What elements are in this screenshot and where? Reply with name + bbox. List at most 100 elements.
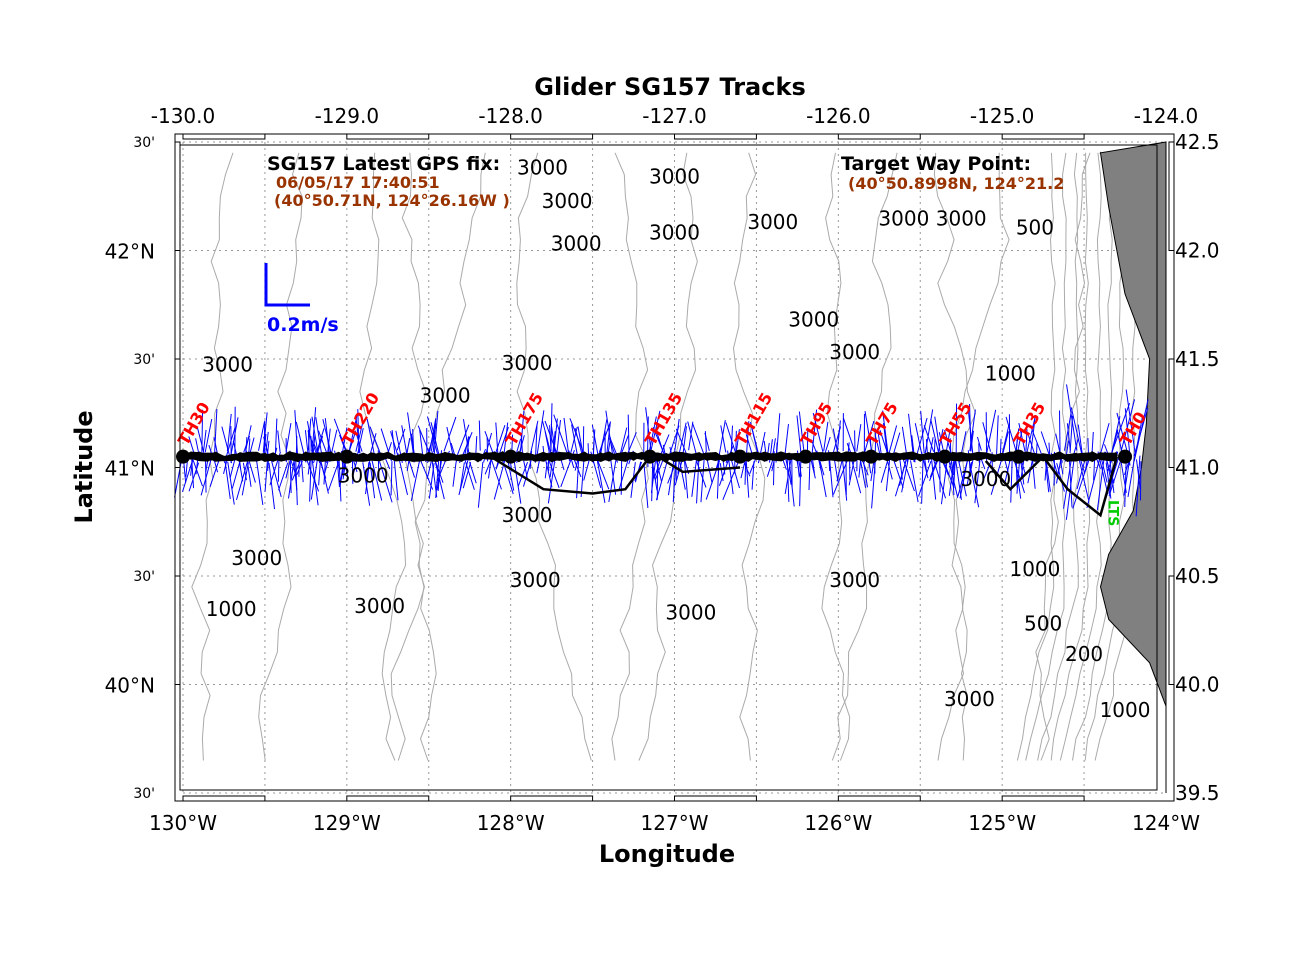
target-waypoint-title: Target Way Point:	[841, 153, 1031, 175]
current-arrow	[889, 425, 897, 454]
frame-segment	[511, 796, 593, 801]
left-tick-label: 40°N	[105, 674, 155, 698]
bottom-tick-label: 129°W	[313, 811, 381, 835]
contour-label: 3000	[649, 165, 700, 189]
current-arrow	[391, 461, 392, 495]
bottom-tick-label: 130°W	[149, 811, 217, 835]
right-tick-label: 41.5	[1175, 347, 1220, 371]
left-tick-label: 41°N	[105, 457, 155, 481]
frame-segment	[175, 142, 180, 251]
frame-segment	[175, 576, 180, 685]
station-label: LTS	[1105, 500, 1121, 526]
frame-segment	[1169, 576, 1174, 685]
top-tick-label: -126.0	[806, 104, 870, 128]
left-tick-label: 42°N	[105, 240, 155, 264]
contour-label: 3000	[960, 467, 1011, 491]
current-arrow	[310, 459, 311, 501]
current-arrow	[228, 462, 235, 505]
current-arrow	[1092, 432, 1093, 452]
contour-label: 3000	[551, 232, 602, 256]
current-arrow	[205, 458, 206, 493]
current-arrow	[692, 423, 704, 457]
frame-segment	[675, 796, 757, 801]
current-arrow	[697, 460, 699, 504]
right-tick-label: 40.0	[1175, 673, 1220, 697]
latest-fix-time: 06/05/17 17:40:51	[276, 173, 440, 192]
contour-label: 1000	[985, 362, 1036, 386]
current-arrow	[286, 423, 291, 452]
current-arrow	[656, 457, 668, 500]
contour-label: 3000	[649, 221, 700, 245]
right-tick-label: 39.5	[1175, 781, 1220, 805]
contour-label: 3000	[338, 464, 389, 488]
contour-label: 3000	[936, 206, 987, 230]
left-tick-label: 30'	[133, 786, 155, 802]
top-tick-label: -128.0	[478, 104, 542, 128]
latest-fix-title: SG157 Latest GPS fix:	[267, 153, 500, 175]
current-arrow	[597, 459, 605, 502]
current-arrow	[397, 429, 405, 450]
current-arrow	[609, 459, 616, 502]
top-tick-label: -127.0	[642, 104, 706, 128]
contour-label: 3000	[665, 600, 716, 624]
frame-segment	[347, 796, 429, 801]
waypoint-label: TH35	[1010, 399, 1050, 449]
current-arrow	[785, 424, 788, 453]
current-arrow	[513, 456, 520, 503]
waypoint-marker	[938, 450, 952, 464]
latest-fix-position: (40°50.71N, 124°26.16W )	[274, 191, 510, 210]
contour-label: 3000	[747, 210, 798, 234]
current-arrow	[444, 417, 456, 451]
current-arrow	[256, 458, 263, 505]
contour-label: 3000	[420, 383, 471, 407]
current-arrow	[319, 463, 321, 485]
waypoint-marker	[643, 450, 657, 464]
waypoint-marker	[176, 450, 190, 464]
contour-label: 3000	[354, 594, 405, 618]
contour-label: 3000	[788, 307, 839, 331]
current-arrow	[745, 458, 746, 485]
current-arrow	[986, 410, 995, 455]
current-arrow	[705, 431, 706, 452]
contour-label: 3000	[231, 546, 282, 570]
contour-label: 1000	[1100, 698, 1151, 722]
current-arrow	[1003, 431, 1009, 454]
current-arrow	[1100, 423, 1109, 455]
current-arrow	[1003, 426, 1009, 451]
contour-label: 3000	[944, 687, 995, 711]
current-arrow	[470, 462, 477, 483]
contour-label: 3000	[829, 340, 880, 364]
waypoint-marker	[1118, 450, 1132, 464]
current-arrow	[941, 462, 946, 504]
current-arrow	[392, 430, 395, 455]
frame-segment	[183, 796, 265, 801]
bottom-tick-label: 125°W	[968, 811, 1036, 835]
right-tick-label: 42.5	[1175, 130, 1220, 154]
frame-segment	[675, 134, 757, 139]
frame-segment	[838, 796, 920, 801]
contour-label: 500	[1016, 216, 1054, 240]
right-tick-label: 41.0	[1175, 456, 1220, 480]
current-arrow	[922, 458, 923, 504]
contour-label: 1000	[206, 597, 257, 621]
current-arrow	[247, 459, 251, 487]
contour-label: 3000	[542, 189, 593, 213]
current-arrow	[411, 457, 420, 501]
current-arrow	[225, 460, 230, 498]
bottom-tick-label: 128°W	[477, 811, 545, 835]
waypoint-marker	[1012, 450, 1026, 464]
top-tick-label: -130.0	[151, 104, 215, 128]
current-arrow	[857, 424, 861, 451]
top-tick-label: -124.0	[1134, 104, 1198, 128]
current-arrow	[997, 415, 999, 454]
current-arrow	[545, 462, 547, 478]
contour-label: 3000	[502, 503, 553, 527]
contour-label: 3000	[829, 568, 880, 592]
current-arrow	[741, 463, 745, 478]
top-tick-label: -129.0	[315, 104, 379, 128]
waypoint-marker	[799, 450, 813, 464]
current-arrow	[859, 461, 861, 478]
top-tick-label: -125.0	[970, 104, 1034, 128]
